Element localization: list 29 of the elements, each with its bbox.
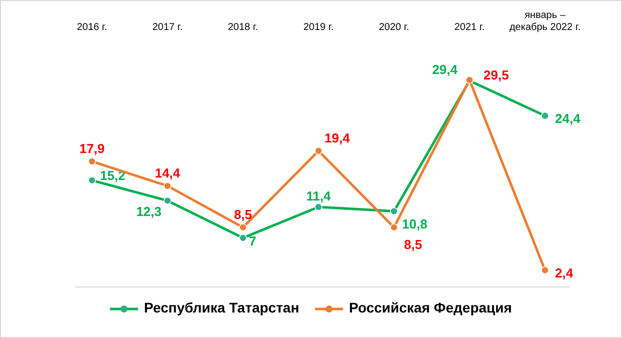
data-label: 12,3 [136,204,162,220]
data-label: 15,2 [100,168,126,183]
data-label: 29,4 [432,62,458,78]
point [314,146,322,155]
data-label: 8,5 [404,236,422,252]
legend-label: Республика Татарстан [144,300,300,316]
data-label: 24,4 [555,111,582,126]
data-label: 14,4 [154,165,181,180]
data-label: 7 [249,233,256,248]
x-tick-label: январь – декабрь 2022 г. [509,10,581,33]
x-tick-label: 2017 г. [152,22,183,33]
data-label: 19,4 [324,130,351,146]
x-tick-label: 2021 г. [454,22,485,33]
x-tick-label: 2020 г. [378,22,410,33]
point [88,157,96,166]
point [390,223,398,232]
x-tick-label: 2019 г. [303,22,334,33]
data-label: 17,9 [79,140,105,156]
point [164,182,172,190]
data-label: 8,5 [234,206,252,222]
point [239,223,247,232]
data-label: 2,4 [555,266,574,281]
x-tick-label: 2018 г. [228,22,258,33]
data-label: 11,4 [306,188,332,204]
point [541,266,549,274]
data-label: 10,8 [402,216,428,232]
x-tick-label: 2016 г. [76,22,108,33]
legend-label: Российская Федерация [349,300,512,316]
data-label: 29,5 [484,67,509,82]
